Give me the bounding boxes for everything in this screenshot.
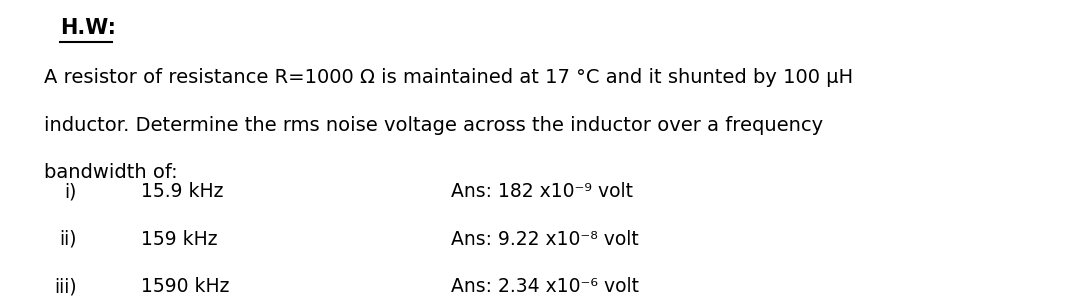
Text: Ans: 9.22 x10⁻⁸ volt: Ans: 9.22 x10⁻⁸ volt [451,230,639,249]
Text: bandwidth of:: bandwidth of: [44,163,178,182]
Text: 159 kHz: 159 kHz [140,230,217,249]
Text: 15.9 kHz: 15.9 kHz [140,182,224,201]
Text: Ans: 2.34 x10⁻⁶ volt: Ans: 2.34 x10⁻⁶ volt [451,277,639,296]
Text: i): i) [64,182,77,201]
Text: ii): ii) [59,230,77,249]
Text: iii): iii) [54,277,77,296]
Text: H.W:: H.W: [60,18,117,38]
Text: 1590 kHz: 1590 kHz [140,277,229,296]
Text: A resistor of resistance R=1000 Ω is maintained at 17 °C and it shunted by 100 μ: A resistor of resistance R=1000 Ω is mai… [44,68,853,87]
Text: inductor. Determine the rms noise voltage across the inductor over a frequency: inductor. Determine the rms noise voltag… [44,115,823,134]
Text: Ans: 182 x10⁻⁹ volt: Ans: 182 x10⁻⁹ volt [451,182,634,201]
